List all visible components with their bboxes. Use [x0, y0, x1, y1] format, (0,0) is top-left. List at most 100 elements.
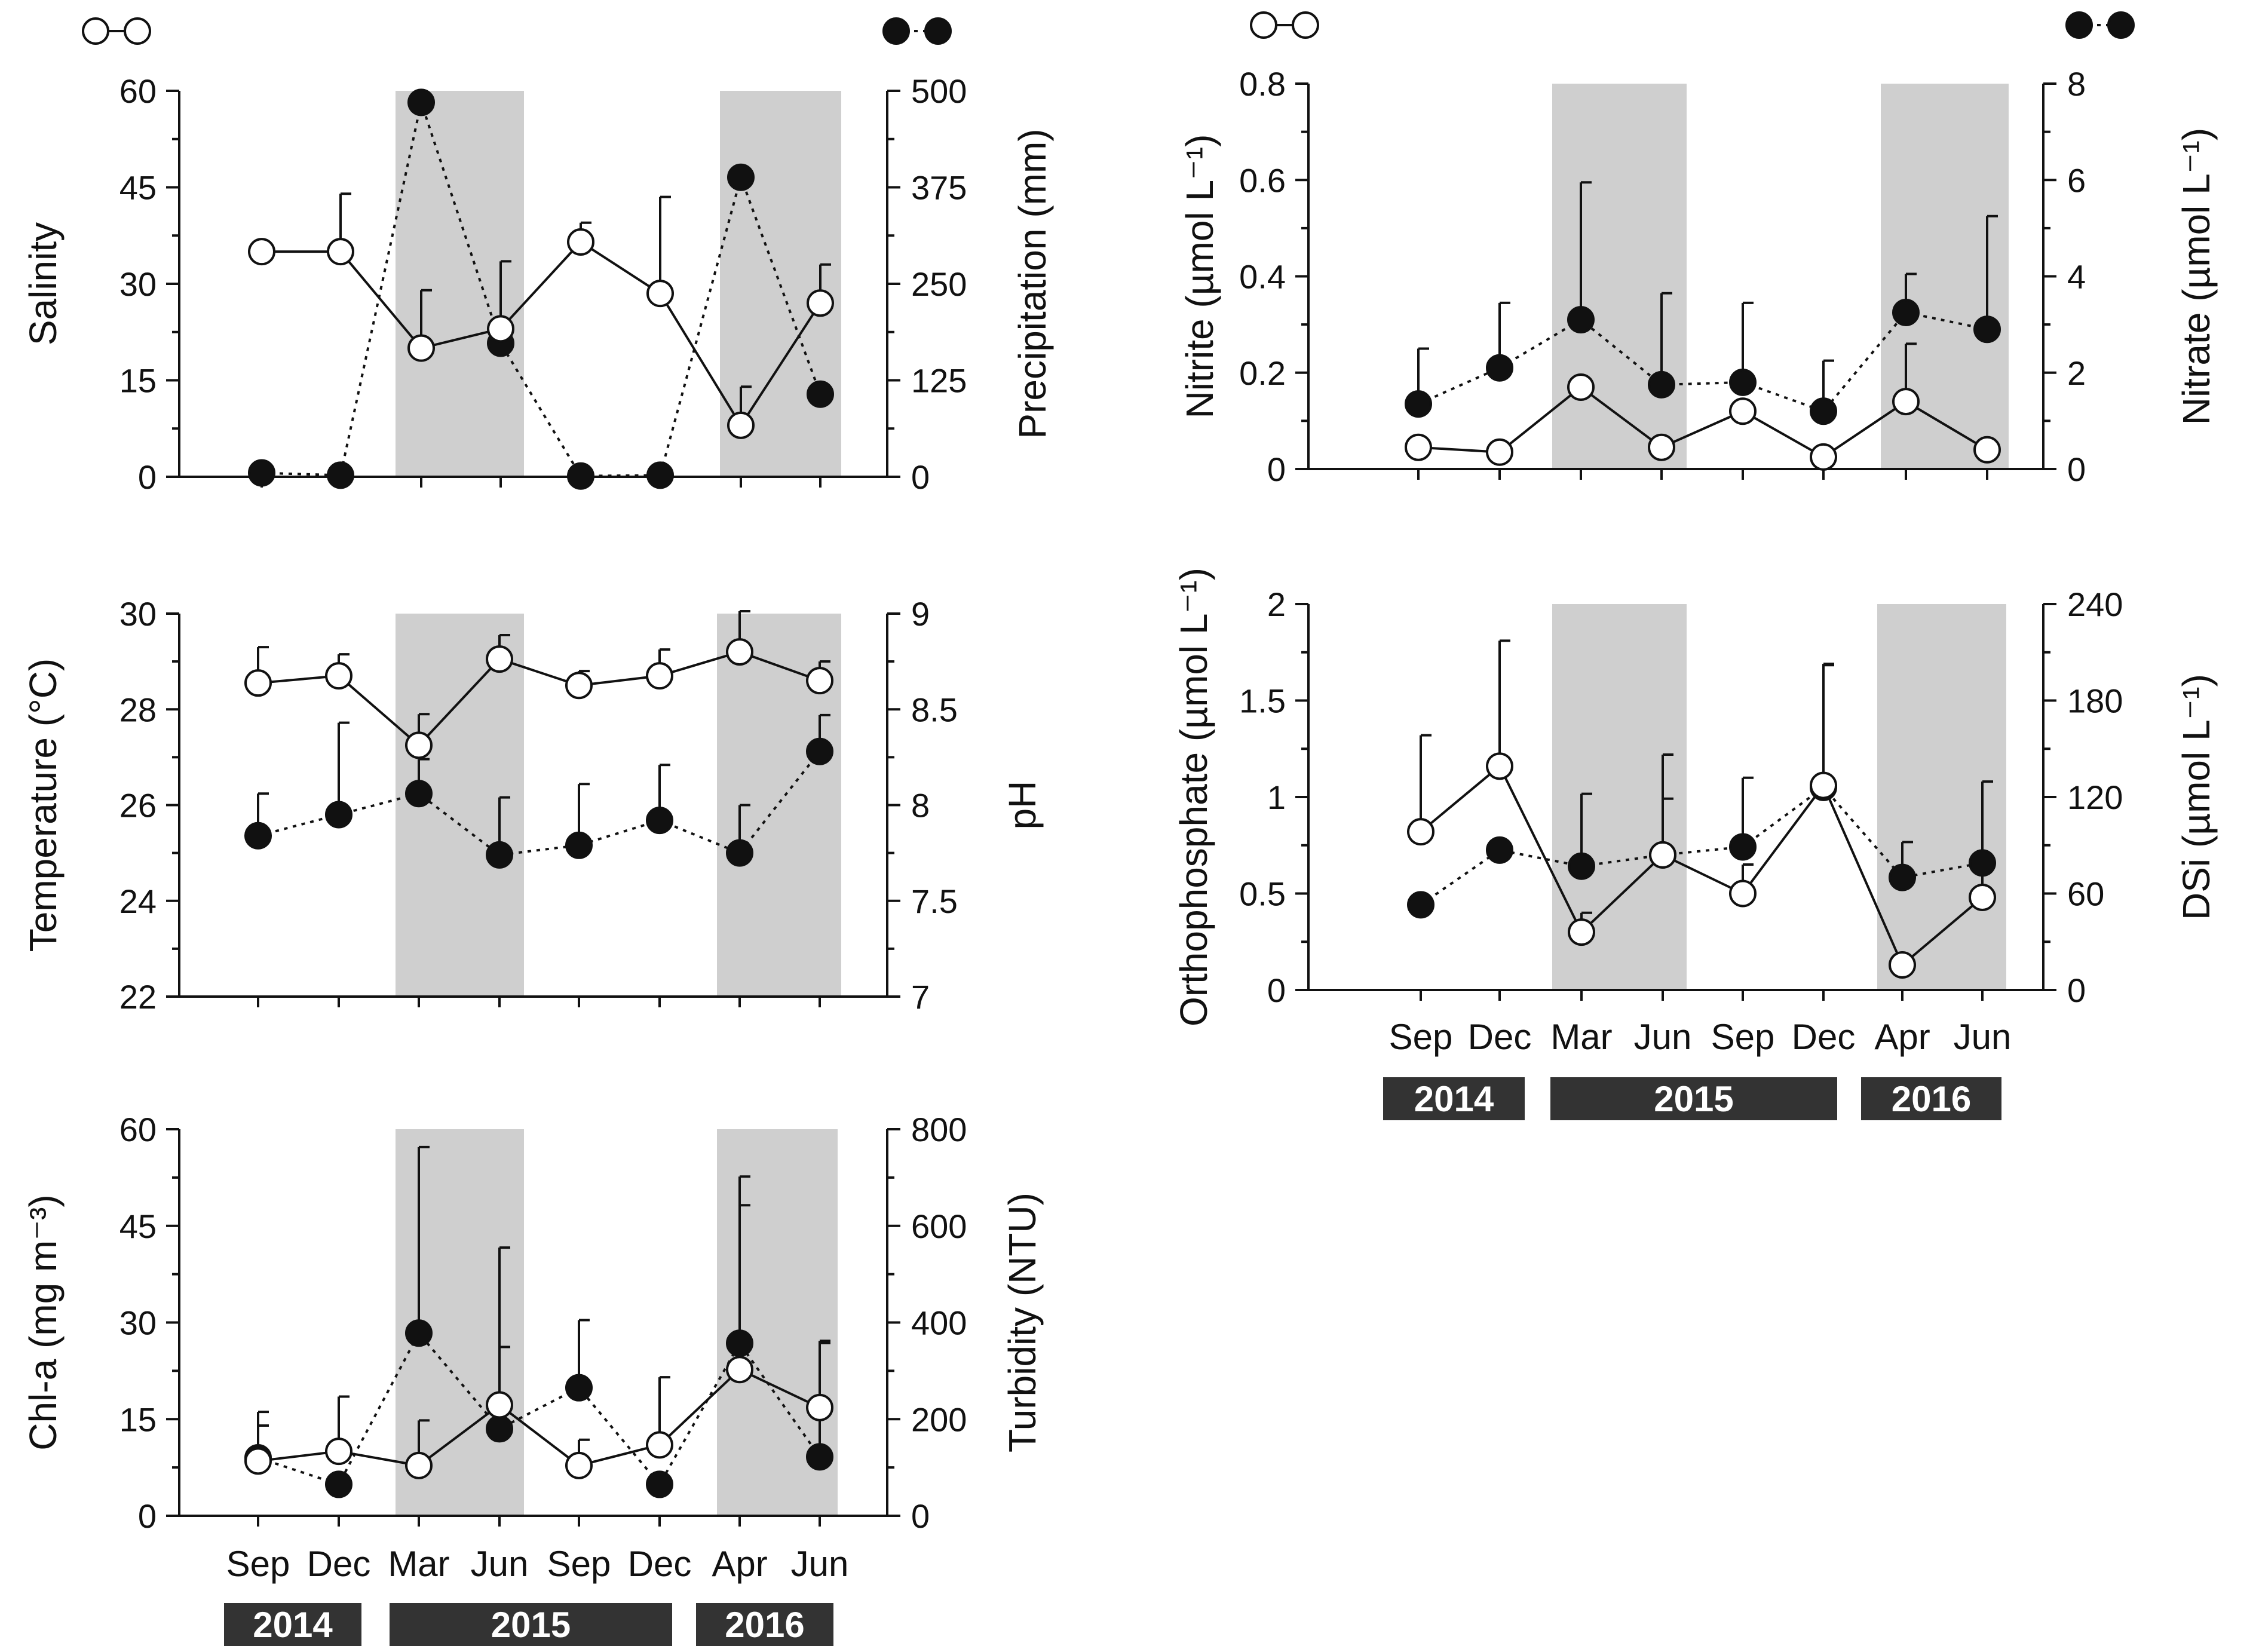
- data-point-nitrate: [1810, 397, 1837, 425]
- right-tick-label: 8: [911, 787, 930, 825]
- data-point-orthophosphate: [1889, 951, 1916, 979]
- left-tick-label: 30: [119, 595, 157, 633]
- data-point-ph: [486, 841, 513, 869]
- data-point-dsi: [1889, 863, 1916, 891]
- year-box: [1861, 1077, 2001, 1120]
- month-label: Jun: [1954, 1017, 2012, 1057]
- data-point-precipitation: [407, 88, 435, 117]
- data-point-temperature: [565, 672, 593, 700]
- month-label: Sep: [547, 1544, 611, 1584]
- right-tick-label: 180: [2067, 682, 2123, 720]
- shaded-period-band: [396, 91, 524, 477]
- month-label: Apr: [1874, 1017, 1930, 1057]
- data-point-chl-a: [726, 1356, 753, 1384]
- data-point-temperature: [486, 645, 513, 673]
- left-tick-label: 0.2: [1239, 354, 1286, 392]
- data-point-precipitation: [646, 461, 674, 489]
- year-box: [224, 1603, 361, 1646]
- data-point-nitrite: [1973, 436, 2001, 464]
- month-label: Sep: [1389, 1017, 1453, 1057]
- month-label: Dec: [1792, 1017, 1856, 1057]
- data-point-temperature: [244, 669, 272, 697]
- legend-open-circle-icon: [1292, 11, 1319, 39]
- data-point-nitrite: [1486, 438, 1513, 466]
- data-point-turbidity: [325, 1470, 352, 1498]
- data-point-turbidity: [486, 1415, 513, 1443]
- legend-group: [82, 11, 2135, 45]
- data-point-salinity: [727, 411, 755, 439]
- year-label: 2014: [253, 1605, 333, 1645]
- data-point-chl-a: [405, 1451, 433, 1479]
- year-label: 2016: [725, 1605, 804, 1645]
- data-point-orthophosphate: [1649, 841, 1676, 869]
- data-point-nitrate: [1567, 306, 1595, 334]
- left-tick-label: 30: [119, 265, 157, 303]
- series-line-ph: [258, 750, 821, 856]
- data-point-nitrite: [1405, 433, 1432, 461]
- data-point-dsi: [1568, 852, 1595, 880]
- right-tick-label: 7.5: [911, 882, 958, 920]
- data-point-turbidity: [806, 1443, 833, 1471]
- data-point-precipitation: [727, 163, 755, 191]
- left-tick-label: 0.5: [1239, 875, 1286, 913]
- series-line-orthophosphate: [1420, 764, 1984, 967]
- data-point-orthophosphate: [1810, 771, 1837, 799]
- data-point-orthophosphate: [1568, 918, 1595, 946]
- right-tick-label: 4: [2067, 258, 2086, 296]
- data-point-salinity: [487, 315, 514, 343]
- series-line-nitrite: [1418, 385, 1988, 459]
- right-tick-label: 240: [2067, 586, 2123, 623]
- month-label: Dec: [628, 1544, 692, 1584]
- data-point-chl-a: [486, 1391, 513, 1419]
- left-tick-label: 45: [119, 169, 157, 207]
- month-label: Jun: [1634, 1017, 1692, 1057]
- right-tick-label: 400: [911, 1304, 967, 1342]
- right-tick-label: 7: [911, 978, 930, 1016]
- data-point-salinity: [327, 238, 354, 266]
- data-point-temperature: [405, 731, 433, 759]
- left-tick-label: 0.8: [1239, 65, 1286, 103]
- legend-open-circle-icon: [82, 17, 109, 45]
- right-axis-title: Turbidity (NTU): [1001, 1193, 1044, 1452]
- left-tick-label: 0: [1267, 971, 1286, 1009]
- data-point-nitrite: [1648, 433, 1675, 461]
- data-point-turbidity: [646, 1470, 673, 1498]
- data-point-ph: [325, 801, 352, 829]
- data-point-nitrite: [1729, 397, 1757, 425]
- data-point-ph: [405, 780, 433, 808]
- data-point-nitrate: [1648, 370, 1675, 399]
- data-point-turbidity: [565, 1374, 593, 1402]
- series-line-salinity: [262, 240, 822, 428]
- data-point-temperature: [806, 667, 833, 695]
- left-tick-label: 45: [119, 1207, 157, 1245]
- data-point-salinity: [567, 228, 594, 256]
- left-tick-label: 26: [119, 787, 157, 825]
- month-label: Dec: [307, 1544, 371, 1584]
- data-point-salinity: [646, 280, 674, 308]
- month-label: Sep: [226, 1544, 290, 1584]
- right-axis-title: Precipitation (mm): [1011, 128, 1054, 439]
- right-tick-label: 8.5: [911, 691, 958, 728]
- legend-open-circle-icon: [1250, 11, 1277, 39]
- year-label: 2016: [1892, 1079, 1971, 1119]
- legend-filled-circle-icon: [924, 17, 952, 45]
- year-label: 2015: [491, 1605, 571, 1645]
- data-point-nitrate: [1405, 390, 1432, 418]
- data-point-orthophosphate: [1486, 752, 1513, 780]
- left-tick-label: 30: [119, 1304, 157, 1342]
- data-point-chl-a: [244, 1447, 272, 1475]
- left-axis-title: Nitrite (µmol L⁻¹): [1178, 134, 1221, 419]
- data-point-chl-a: [646, 1431, 673, 1459]
- data-point-chl-a: [325, 1438, 352, 1466]
- right-tick-label: 125: [911, 362, 967, 400]
- left-axis-title: Salinity: [22, 222, 65, 345]
- series-line-precipitation: [261, 97, 822, 477]
- left-tick-label: 1: [1267, 779, 1286, 816]
- month-label: Mar: [1550, 1017, 1612, 1057]
- data-point-dsi: [1407, 891, 1434, 919]
- shaded-period-band: [1552, 84, 1687, 469]
- data-point-salinity: [248, 238, 275, 266]
- legend-filled-circle-icon: [882, 17, 910, 45]
